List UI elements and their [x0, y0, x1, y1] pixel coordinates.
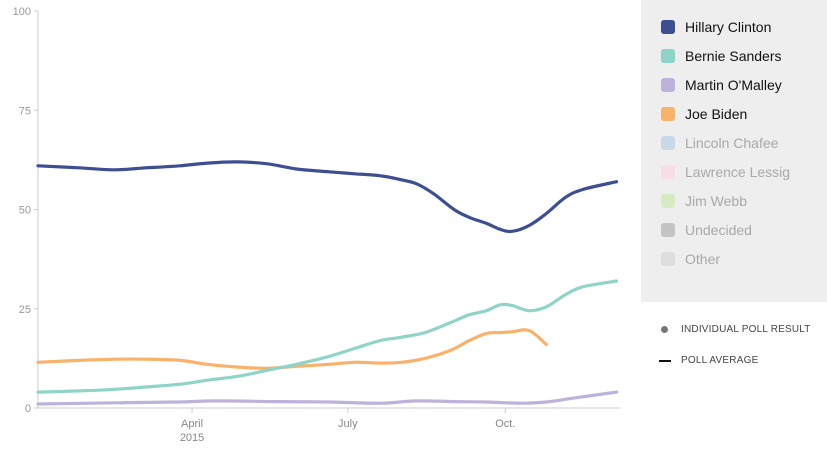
series-line-hillary-clinton: [36, 160, 619, 234]
legend-label: Hillary Clinton: [685, 19, 772, 35]
poll-dot-icon: [661, 326, 668, 333]
legend-swatch: [661, 78, 675, 92]
key-individual-poll-label: INDIVIDUAL POLL RESULT: [681, 324, 811, 335]
legend-item[interactable]: Bernie Sanders: [661, 46, 782, 66]
legend-swatch: [661, 194, 675, 208]
poll-chart: 100 75 50 25 0 April 2015 July Oct.: [13, 6, 620, 444]
x-tick-label: April: [181, 418, 203, 430]
legend-label: Bernie Sanders: [685, 48, 782, 64]
series-lines: [36, 160, 619, 406]
x-axis: April 2015 July Oct.: [38, 407, 620, 444]
legend-swatch: [661, 107, 675, 121]
legend-label: Jim Webb: [685, 193, 747, 209]
legend-item[interactable]: Joe Biden: [661, 104, 747, 124]
legend-swatch: [661, 223, 675, 237]
legend-item[interactable]: Hillary Clinton: [661, 17, 771, 37]
y-tick-label: 50: [19, 205, 31, 217]
legend-item[interactable]: Martin O'Malley: [661, 75, 782, 95]
legend-label: Other: [685, 251, 721, 267]
legend-item[interactable]: Lawrence Lessig: [661, 162, 790, 182]
series-line-martin-o-malley: [36, 390, 619, 406]
legend-label: Undecided: [685, 222, 752, 238]
y-tick-label: 75: [19, 105, 31, 117]
legend-item[interactable]: Lincoln Chafee: [661, 133, 778, 153]
legend-item[interactable]: Other: [661, 249, 720, 269]
y-tick-label: 25: [19, 304, 31, 316]
legend-swatch: [661, 20, 675, 34]
x-tick-sublabel: 2015: [180, 432, 204, 444]
y-tick-label: 0: [25, 403, 31, 415]
key-individual-poll: INDIVIDUAL POLL RESULT: [659, 324, 811, 335]
series-line-joe-biden: [36, 328, 548, 370]
x-tick-label: Oct.: [495, 418, 515, 430]
key-poll-average: POLL AVERAGE: [659, 355, 758, 366]
legend-label: Lincoln Chafee: [685, 135, 779, 151]
legend-item[interactable]: Jim Webb: [661, 191, 747, 211]
average-line-icon: [659, 359, 671, 362]
key-poll-average-label: POLL AVERAGE: [681, 355, 759, 366]
legend-swatch: [661, 165, 675, 179]
legend-item[interactable]: Undecided: [661, 220, 752, 240]
y-tick-label: 100: [13, 6, 31, 18]
legend-label: Lawrence Lessig: [685, 164, 791, 180]
x-tick-label: July: [338, 418, 358, 430]
legend-label: Joe Biden: [685, 106, 748, 122]
legend-panel: Hillary Clinton Bernie Sanders Martin O'Ma…: [641, 0, 827, 302]
legend-swatch: [661, 252, 675, 266]
y-axis: 100 75 50 25 0: [13, 6, 39, 415]
legend-swatch: [661, 136, 675, 150]
series-line-bernie-sanders: [36, 279, 619, 394]
legend-label: Martin O'Malley: [685, 77, 782, 93]
legend-swatch: [661, 49, 675, 63]
